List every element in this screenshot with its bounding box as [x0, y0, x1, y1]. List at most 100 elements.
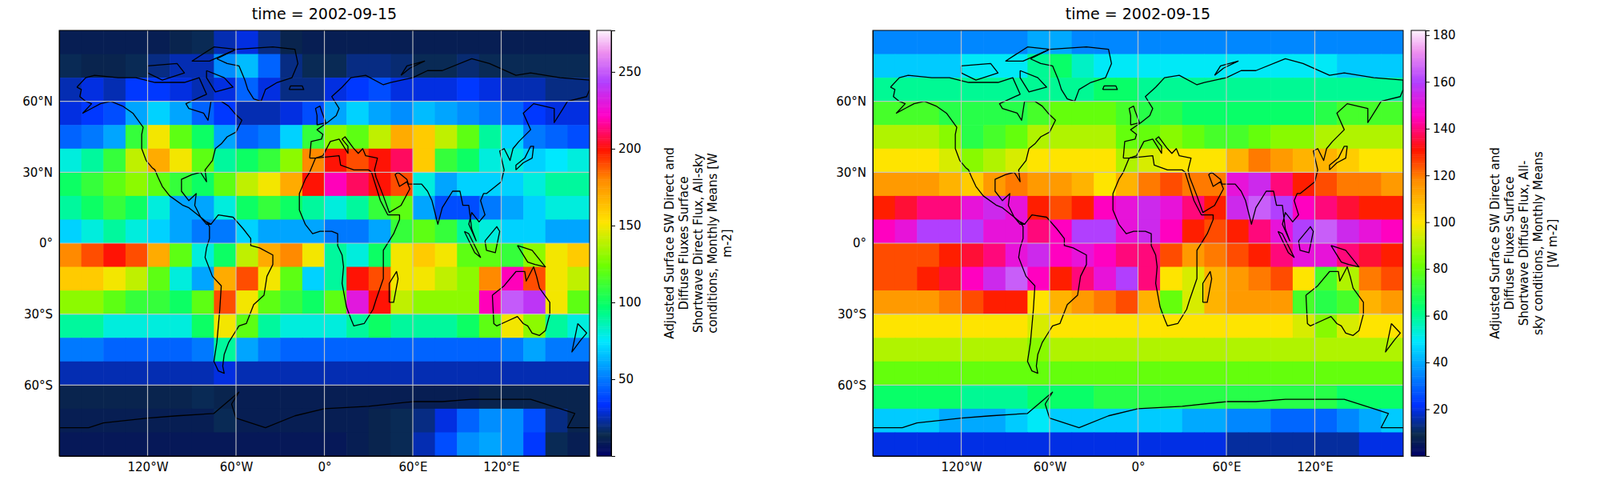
cell: [1270, 432, 1293, 456]
cell: [103, 243, 126, 268]
cell: [1093, 243, 1116, 268]
cell: [895, 408, 918, 433]
cell: [1248, 30, 1272, 55]
cell: [169, 124, 192, 149]
grid-line: [872, 242, 1404, 244]
cell: [148, 361, 171, 386]
cell: [103, 219, 126, 244]
cell: [961, 148, 984, 173]
cell: [148, 408, 171, 433]
cell: [567, 314, 590, 339]
cell: [81, 361, 104, 386]
tick-label: 200: [618, 141, 642, 156]
cell: [479, 124, 502, 149]
cell: [1072, 408, 1095, 433]
cell: [1160, 384, 1183, 409]
tick: 0°: [852, 236, 873, 251]
axis-line: [60, 456, 591, 457]
cell: [390, 432, 413, 456]
cell: [1380, 101, 1404, 126]
cell: [1027, 408, 1050, 433]
cell: [939, 172, 962, 196]
cell: [1248, 196, 1272, 220]
cell: [148, 243, 171, 268]
cell: [1160, 432, 1183, 456]
cell: [368, 124, 392, 149]
cell: [302, 314, 325, 339]
tick-label: 30°S: [24, 307, 53, 322]
tick-label: 120°W: [941, 460, 983, 475]
cell: [895, 243, 918, 268]
cell: [302, 54, 325, 79]
cell: [435, 196, 458, 220]
cell: [939, 30, 962, 55]
cell: [1027, 243, 1050, 268]
x-axis: 120°W60°W0°60°E120°E: [873, 456, 1404, 475]
cell: [961, 196, 984, 220]
cell: [192, 337, 215, 362]
tick-label: 100: [618, 295, 642, 310]
cell: [1226, 54, 1249, 79]
cell: [961, 267, 984, 292]
cell: [236, 361, 259, 386]
cell: [1315, 196, 1338, 220]
cell: [939, 124, 962, 149]
colorbar-label-line: Shortwave Diffuse Flux, All-: [1516, 160, 1532, 327]
cell: [545, 219, 568, 244]
cell: [983, 219, 1006, 244]
cell: [961, 30, 984, 55]
cell: [213, 148, 236, 173]
grid-line: [59, 172, 590, 173]
cell: [1380, 267, 1404, 292]
cell: [169, 408, 192, 433]
cell: [1292, 267, 1316, 292]
cell: [1380, 314, 1404, 339]
tick-mark: [1425, 81, 1430, 83]
cell: [346, 314, 369, 339]
cell: [236, 384, 259, 409]
cell: [1049, 148, 1072, 173]
cell: [479, 290, 502, 315]
tick-label: 100: [1432, 215, 1456, 230]
cell: [1182, 101, 1205, 126]
tick-mark: [611, 379, 616, 380]
cell: [192, 243, 215, 268]
colorbar-label-line: conditions, Monthly Means [W: [705, 152, 720, 334]
cell: [1270, 196, 1293, 220]
cell: [390, 314, 413, 339]
cell: [368, 408, 392, 433]
cell: [916, 77, 940, 102]
cell: [1315, 337, 1338, 362]
cell: [1160, 290, 1183, 315]
cell: [567, 54, 590, 79]
cell: [1248, 148, 1272, 173]
tick-label: 140: [1432, 121, 1456, 136]
cell: [346, 77, 369, 102]
cell: [1226, 290, 1249, 315]
cell: [567, 361, 590, 386]
cell: [412, 408, 436, 433]
plot-area: [59, 30, 590, 456]
cell: [1005, 148, 1028, 173]
cell: [1093, 54, 1116, 79]
cell: [236, 30, 259, 55]
cell: [501, 337, 524, 362]
grid-line: [872, 313, 1404, 315]
cell: [280, 219, 303, 244]
cell: [1027, 148, 1050, 173]
cell: [1248, 101, 1272, 126]
grid-line: [59, 313, 590, 315]
coastline: [517, 245, 546, 268]
coastline: [192, 47, 236, 62]
cell: [1292, 30, 1316, 55]
cell: [59, 384, 82, 409]
tick: 120°W: [128, 456, 169, 475]
grid-line: [59, 100, 590, 102]
cell: [545, 172, 568, 196]
cell: [872, 101, 896, 126]
cell: [412, 54, 436, 79]
tick: 100: [611, 295, 642, 310]
cell: [1315, 30, 1338, 55]
tick-label: 60°S: [24, 378, 53, 393]
cell: [324, 172, 348, 196]
